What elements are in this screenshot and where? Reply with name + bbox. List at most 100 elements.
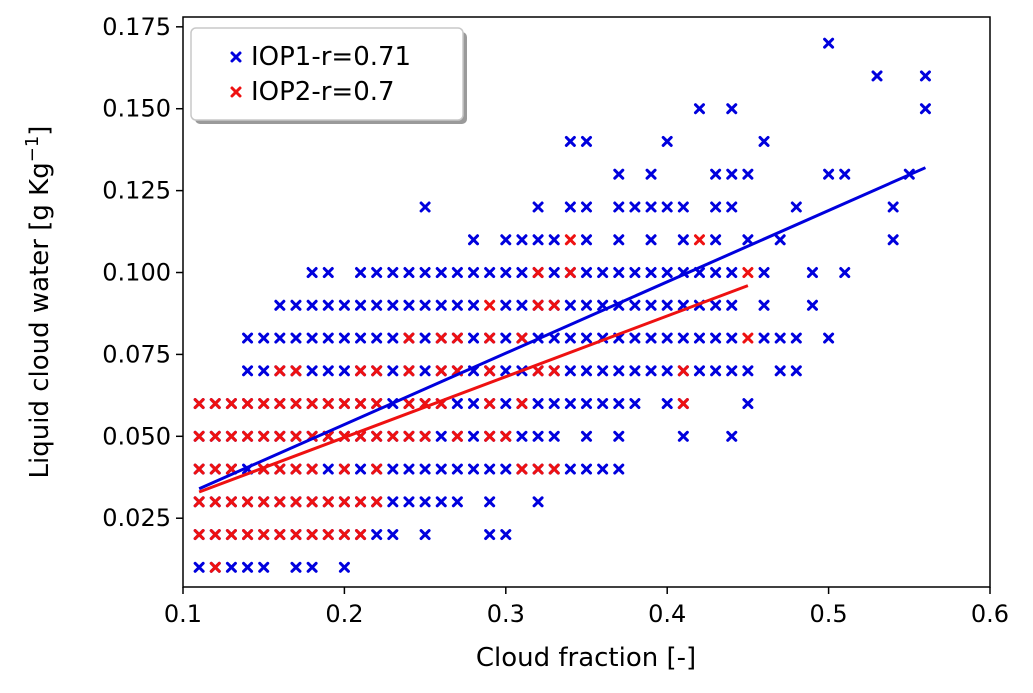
data-point-iop1 — [419, 267, 431, 279]
data-point-iop2 — [274, 430, 286, 442]
data-point-iop1 — [387, 299, 399, 311]
data-point-iop1 — [242, 365, 254, 377]
data-point-iop1 — [919, 70, 931, 82]
data-point-iop1 — [645, 299, 657, 311]
data-point-iop1 — [500, 299, 512, 311]
data-point-iop1 — [726, 332, 738, 344]
data-point-iop1 — [645, 168, 657, 180]
data-point-iop2 — [306, 496, 318, 508]
data-point-iop1 — [403, 496, 415, 508]
data-point-iop1 — [242, 561, 254, 573]
data-point-iop1 — [484, 463, 496, 475]
data-point-iop2 — [371, 365, 383, 377]
data-point-iop1 — [823, 37, 835, 49]
data-point-iop1 — [193, 561, 205, 573]
data-point-iop1 — [435, 299, 447, 311]
data-point-iop1 — [532, 398, 544, 410]
data-point-iop1 — [661, 365, 673, 377]
data-point-iop1 — [677, 430, 689, 442]
y-axis-title-close: ] — [25, 126, 55, 136]
data-point-iop2 — [193, 463, 205, 475]
data-point-iop1 — [468, 267, 480, 279]
data-point-iop1 — [774, 365, 786, 377]
data-point-iop1 — [548, 332, 560, 344]
data-point-iop2 — [484, 398, 496, 410]
data-point-iop1 — [629, 398, 641, 410]
data-point-iop2 — [306, 463, 318, 475]
data-point-iop1 — [710, 365, 722, 377]
data-point-iop2 — [274, 398, 286, 410]
data-point-iop1 — [564, 365, 576, 377]
data-point-iop1 — [419, 463, 431, 475]
data-point-iop1 — [419, 529, 431, 541]
x-tick-label: 0.4 — [648, 600, 686, 628]
data-point-iop1 — [306, 561, 318, 573]
data-point-iop1 — [564, 135, 576, 147]
data-point-iop1 — [742, 234, 754, 246]
data-point-iop1 — [661, 299, 673, 311]
data-point-iop2 — [403, 398, 415, 410]
data-point-iop1 — [290, 299, 302, 311]
data-point-iop1 — [726, 430, 738, 442]
data-point-iop1 — [371, 299, 383, 311]
data-point-iop1 — [581, 299, 592, 311]
data-point-iop2 — [564, 267, 576, 279]
data-point-iop2 — [451, 332, 463, 344]
data-point-iop1 — [451, 463, 463, 475]
data-point-iop1 — [613, 365, 625, 377]
data-point-iop1 — [693, 365, 705, 377]
data-point-iop1 — [387, 496, 399, 508]
data-point-iop2 — [306, 529, 318, 541]
data-point-iop1 — [419, 332, 431, 344]
data-point-iop1 — [887, 234, 899, 246]
data-point-iop1 — [500, 365, 512, 377]
data-point-iop1 — [710, 201, 722, 213]
data-point-iop1 — [468, 234, 480, 246]
data-point-iop2 — [677, 365, 689, 377]
data-point-iop2 — [322, 398, 334, 410]
data-point-iop2 — [290, 529, 302, 541]
data-point-iop2 — [403, 430, 415, 442]
data-point-iop1 — [564, 332, 576, 344]
data-point-iop2 — [290, 496, 302, 508]
data-point-iop1 — [790, 365, 802, 377]
data-point-iop1 — [823, 332, 835, 344]
data-point-iop1 — [532, 234, 544, 246]
data-point-iop2 — [274, 529, 286, 541]
y-axis-ticks: 0.025 0.050 0.075 0.100 0.125 0.150 0.175 — [102, 13, 183, 532]
data-point-iop2 — [225, 398, 237, 410]
data-point-iop1 — [661, 201, 673, 213]
data-point-iop1 — [403, 299, 415, 311]
data-point-iop1 — [726, 201, 738, 213]
data-point-iop1 — [387, 529, 399, 541]
x-tick-label: 0.5 — [810, 600, 848, 628]
data-point-iop1 — [758, 299, 770, 311]
data-point-iop1 — [516, 299, 528, 311]
y-tick-label: 0.175 — [102, 13, 171, 41]
data-point-iop1 — [871, 70, 883, 82]
data-point-iop1 — [726, 103, 738, 115]
data-point-iop2 — [258, 398, 270, 410]
data-point-iop2 — [516, 398, 528, 410]
data-point-iop1 — [484, 496, 496, 508]
data-point-iop1 — [919, 103, 931, 115]
data-point-iop1 — [693, 103, 705, 115]
data-point-iop1 — [516, 267, 528, 279]
data-point-iop2 — [225, 529, 237, 541]
data-point-iop2 — [225, 496, 237, 508]
data-point-iop2 — [258, 430, 270, 442]
data-point-iop2 — [371, 496, 383, 508]
axes-frame — [182, 16, 991, 588]
fit-line-iop1 — [198, 166, 927, 491]
data-point-iop1 — [435, 496, 447, 508]
data-point-iop1 — [242, 332, 254, 344]
data-point-iop2 — [274, 365, 286, 377]
data-point-iop1 — [322, 365, 334, 377]
data-point-iop1 — [548, 234, 560, 246]
data-point-iop1 — [613, 201, 625, 213]
data-point-iop1 — [839, 168, 851, 180]
data-point-iop1 — [758, 332, 770, 344]
data-point-iop1 — [597, 463, 609, 475]
data-point-iop1 — [274, 299, 286, 311]
data-point-iop1 — [581, 463, 592, 475]
